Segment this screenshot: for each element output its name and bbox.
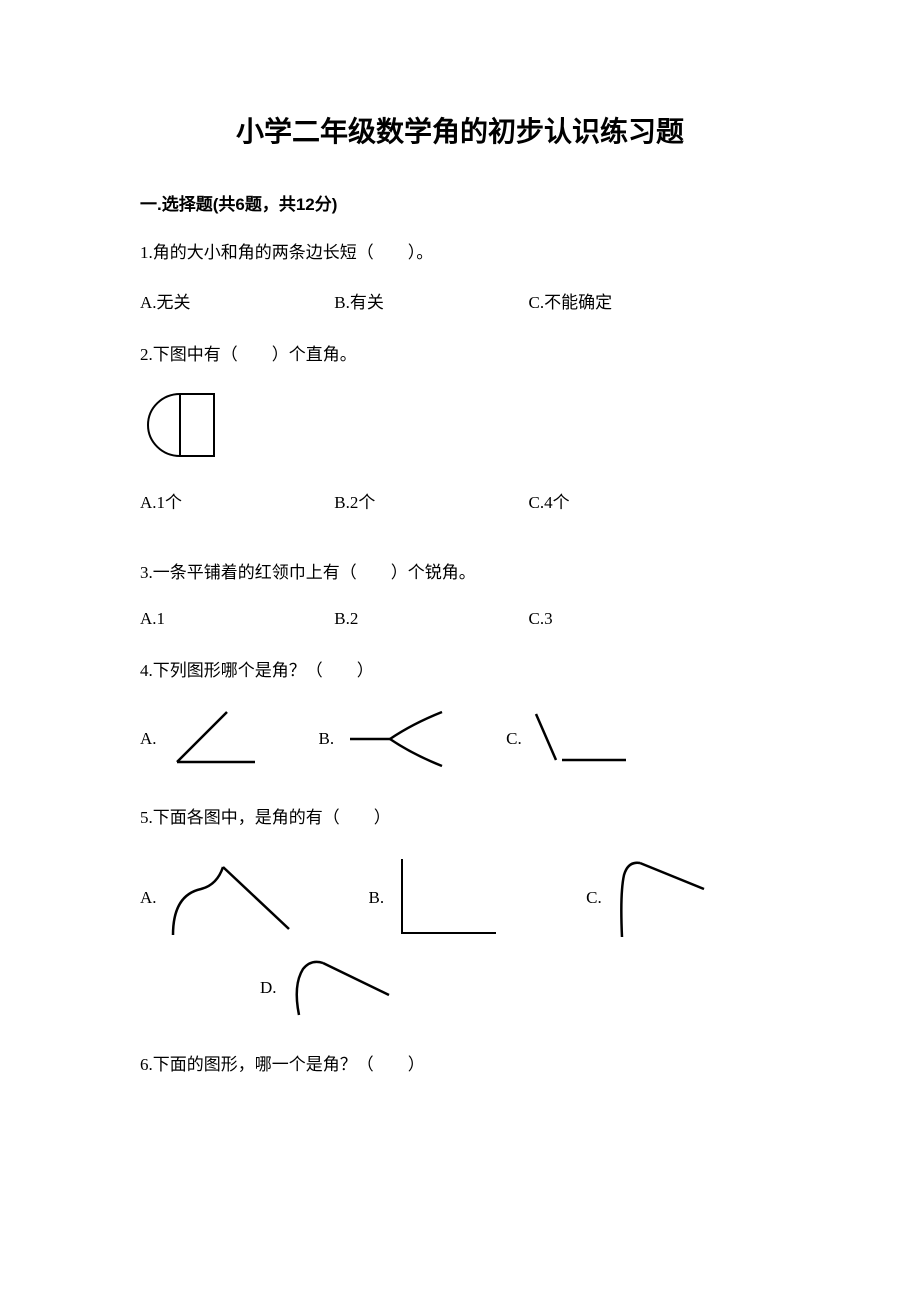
q2-opt-c: C.4个	[529, 488, 719, 513]
q2-text: 2.下图中有（ ）个直角。	[140, 341, 780, 368]
q4-fig-a	[165, 706, 265, 772]
q5-fig-b	[392, 853, 502, 943]
q4-label-c: C.	[506, 729, 522, 749]
q5-fig-c	[610, 853, 710, 943]
q3-opt-c: C.3	[529, 609, 719, 629]
q4-fig-b	[342, 706, 452, 772]
q1-opt-c: C.不能确定	[529, 288, 719, 313]
q4-fig-c	[530, 706, 630, 772]
q5-figures-row2: D.	[140, 955, 780, 1021]
q2-shape-icon	[140, 390, 218, 460]
section-header: 一.选择题(共6题，共12分)	[140, 190, 780, 215]
q2-options: A.1个 B.2个 C.4个	[140, 488, 780, 513]
q3-opt-b: B.2	[334, 609, 524, 629]
q5-label-a: A.	[140, 888, 157, 908]
q2-figure	[140, 390, 780, 460]
page-content: 小学二年级数学角的初步认识练习题 一.选择题(共6题，共12分) 1.角的大小和…	[0, 0, 920, 1078]
q1-text: 1.角的大小和角的两条边长短（ ）。	[140, 239, 780, 266]
q5-fig-a	[165, 853, 295, 943]
curve-line-shape-icon	[165, 853, 295, 943]
q6-text: 6.下面的图形，哪一个是角？（ ）	[140, 1051, 780, 1078]
q3-text: 3.一条平铺着的红领巾上有（ ）个锐角。	[140, 559, 780, 586]
q2-opt-a: A.1个	[140, 488, 330, 513]
q5-text: 5.下面各图中，是角的有（ ）	[140, 804, 780, 831]
q1-opt-b: B.有关	[334, 288, 524, 313]
q1-options: A.无关 B.有关 C.不能确定	[140, 288, 780, 313]
curved-shape-icon	[342, 706, 452, 772]
q1-opt-a: A.无关	[140, 288, 330, 313]
q5-figures-row1: A. B. C.	[140, 853, 780, 943]
q5-label-b: B.	[369, 888, 385, 908]
open-angle-icon	[530, 706, 630, 772]
hook-curve-shape-icon	[285, 955, 395, 1021]
q5-fig-d	[285, 955, 395, 1021]
right-angle-icon	[392, 853, 502, 943]
q5-label-d: D.	[260, 978, 277, 998]
angle-shape-icon	[165, 706, 265, 772]
q5-label-c: C.	[586, 888, 602, 908]
q3-options: A.1 B.2 C.3	[140, 609, 780, 629]
page-title: 小学二年级数学角的初步认识练习题	[140, 110, 780, 150]
hook-line-shape-icon	[610, 853, 710, 943]
q4-label-a: A.	[140, 729, 157, 749]
q4-figures: A. B. C.	[140, 706, 780, 772]
q2-opt-b: B.2个	[334, 488, 524, 513]
q4-text: 4.下列图形哪个是角？（ ）	[140, 657, 780, 684]
q4-label-b: B.	[319, 729, 335, 749]
q3-opt-a: A.1	[140, 609, 330, 629]
